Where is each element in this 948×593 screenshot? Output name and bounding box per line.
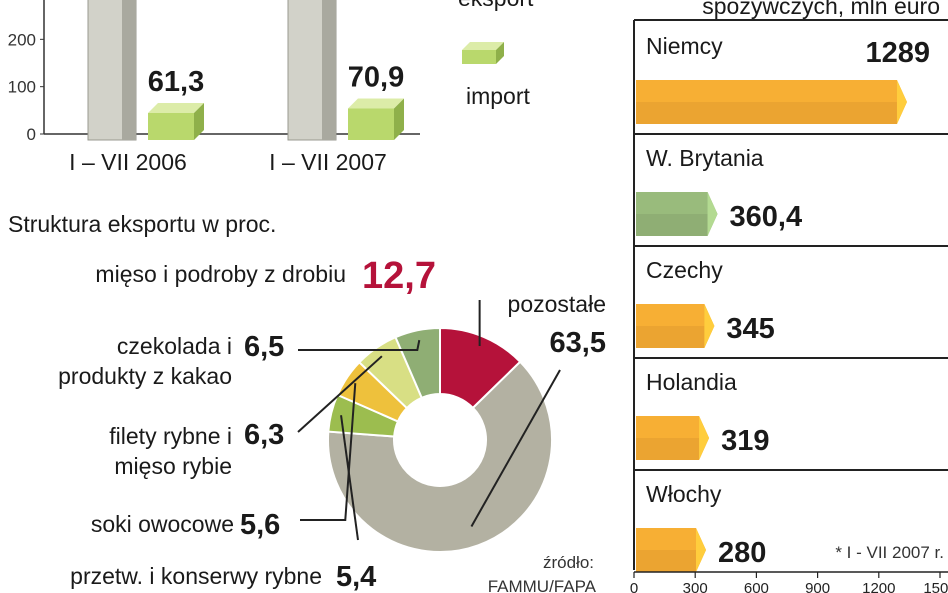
period-note: * I - VII 2007 r. [835, 543, 944, 562]
pie-label-przetw: przetw. i konserwy rybne [70, 563, 322, 589]
pie-label-filety: filety rybne i [109, 423, 232, 449]
leader-soki [300, 383, 357, 521]
pie-value-soki: 5,6 [240, 509, 280, 541]
x-category-label: I – VII 2006 [69, 149, 187, 175]
import-bar [348, 108, 394, 140]
country-value-label: 1289 [865, 37, 930, 69]
country-value-label: 280 [718, 537, 766, 569]
pie-label-czekolada-2: produkty z kakao [58, 363, 232, 389]
import-value-label: 70,9 [348, 61, 404, 93]
country-bar-tip [699, 416, 710, 460]
pie-label-drob: mięso i podroby z drobiu [95, 261, 346, 287]
x-category-label: I – VII 2007 [269, 149, 387, 175]
legend-swatch-import [462, 50, 496, 64]
legend-swatch-import-side [496, 42, 504, 64]
country-x-tick-label: 1500 [923, 580, 948, 593]
country-bar-tip [707, 192, 718, 236]
country-x-tick-label: 300 [683, 580, 708, 593]
pie-label-filety-2: mięso rybie [114, 453, 232, 479]
country-label: Niemcy [646, 33, 723, 59]
country-value-label: 345 [726, 313, 774, 345]
legend-label-import: import [466, 83, 531, 109]
pie-value-czekolada: 6,5 [244, 331, 284, 363]
pie-label-czekolada: czekolada i [117, 333, 232, 359]
country-chart-title: spożywczych, mln euro [702, 0, 940, 19]
country-x-tick-label: 900 [805, 580, 830, 593]
country-x-tick-label: 0 [630, 580, 638, 593]
y-tick-label: 300 [8, 0, 36, 2]
pie-value-przetw: 5,4 [336, 561, 376, 593]
leader-pozostale [470, 369, 561, 527]
country-bar-highlight [636, 416, 700, 438]
y-tick-label: 200 [8, 30, 36, 49]
pie-slice [394, 326, 441, 400]
source-name: FAMMU/FAPA [488, 577, 597, 593]
legend-swatch-import-top [462, 42, 504, 50]
source-label: źródło: [543, 553, 594, 572]
pie-title: Struktura eksportu w proc. [8, 211, 276, 237]
country-x-tick-label: 600 [744, 580, 769, 593]
export-bar-side [122, 0, 136, 140]
pie-value-drob: 12,7 [362, 255, 436, 297]
import-bar-top [348, 98, 404, 109]
country-label: Czechy [646, 257, 723, 283]
import-value-label: 61,3 [148, 66, 204, 98]
country-value-label: 319 [721, 425, 769, 457]
import-bar-side [394, 98, 404, 140]
import-bar-side [194, 102, 204, 140]
country-bar-highlight [636, 528, 696, 550]
country-bar-highlight [636, 80, 897, 102]
y-tick-label: 100 [8, 78, 36, 97]
country-bar-tip [896, 80, 907, 124]
country-label: Włochy [646, 481, 722, 507]
import-bar [148, 112, 194, 140]
country-x-tick-label: 1200 [862, 580, 895, 593]
country-bar-tip [704, 304, 715, 348]
leader-przetw [340, 415, 359, 541]
export-bar-side [322, 0, 336, 140]
pie-label-pozostale: pozostałe [508, 291, 606, 317]
pie-value-filety: 6,3 [244, 419, 284, 451]
country-bar-highlight [636, 304, 705, 326]
pie-label-soki: soki owocowe [91, 511, 234, 537]
pie-slice [327, 360, 553, 553]
leader-filety [297, 355, 383, 433]
country-label: W. Brytania [646, 145, 764, 171]
import-bar-top [148, 102, 204, 113]
pie-value-pozostale: 63,5 [550, 327, 606, 359]
country-bar-tip [696, 528, 706, 572]
country-label: Holandia [646, 369, 737, 395]
country-value-label: 360,4 [730, 201, 803, 233]
country-bar-highlight [636, 192, 708, 214]
legend-label-eksport: eksport [458, 0, 534, 11]
leader-czekolada [298, 339, 421, 351]
y-tick-label: 0 [27, 125, 36, 144]
